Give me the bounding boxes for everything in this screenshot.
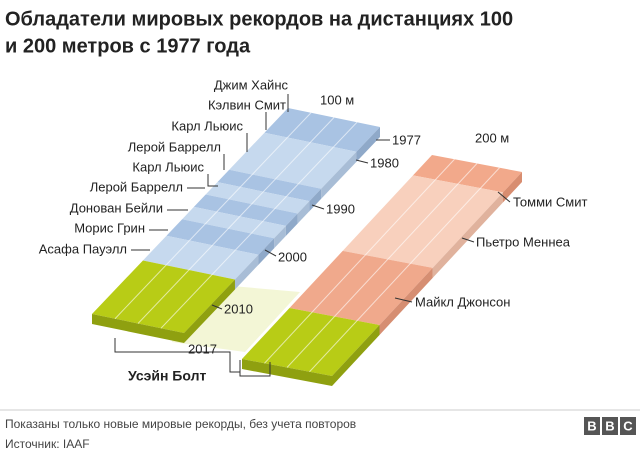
holder: Пьетро Меннеа xyxy=(476,234,571,249)
track-shape xyxy=(321,151,357,199)
track-shape xyxy=(234,254,259,290)
holder: Морис Грин xyxy=(74,220,145,235)
track-shape xyxy=(114,112,312,320)
track-shape xyxy=(332,325,380,386)
track-shape xyxy=(264,158,455,364)
holder: Джим Хайнс xyxy=(214,77,289,92)
track-shape xyxy=(160,121,358,329)
holder: Томми Смит xyxy=(513,194,587,209)
track-shape xyxy=(285,213,298,236)
holder: Карл Льюис xyxy=(171,118,243,133)
year: 2010 xyxy=(224,301,253,316)
track-label: 100 м xyxy=(320,92,354,107)
holder: Асафа Пауэлл xyxy=(39,241,127,256)
title: Обладатели мировых рекордов на дистанция… xyxy=(5,8,513,30)
track-shape xyxy=(242,359,332,386)
track-shape xyxy=(258,238,275,265)
track-label: 200 м xyxy=(475,130,509,145)
track-shape xyxy=(356,127,380,162)
track-shape xyxy=(297,201,310,224)
track-shape xyxy=(286,163,478,368)
title: и 200 метров с 1977 года xyxy=(5,35,251,57)
holder: Донован Бейли xyxy=(70,200,163,215)
current-holder: Усэйн Болт xyxy=(128,368,206,384)
logo-letter: B xyxy=(587,418,596,433)
holder: Майкл Джонсон xyxy=(415,294,510,309)
track-shape xyxy=(309,167,500,373)
holder: Лерой Баррелл xyxy=(128,139,221,154)
footer-note: Показаны только новые мировые рекорды, б… xyxy=(5,417,356,431)
track-shape xyxy=(503,172,522,203)
logo-letter: B xyxy=(605,418,614,433)
leaders xyxy=(114,94,511,377)
track-shape xyxy=(379,267,433,335)
logo-letter: C xyxy=(623,418,633,433)
year: 1980 xyxy=(370,155,399,170)
holder: Карл Льюис xyxy=(132,159,204,174)
track-shape xyxy=(184,279,235,343)
holder: Лерой Баррелл xyxy=(90,179,183,194)
footer-source: Источник: IAAF xyxy=(5,437,90,451)
logo: B B C xyxy=(584,417,636,435)
track-shape xyxy=(92,314,184,343)
holder: Кэлвин Смит xyxy=(208,97,286,112)
year: 1977 xyxy=(392,132,421,147)
track-shape xyxy=(432,192,503,278)
track-shape xyxy=(137,117,335,324)
year: 2000 xyxy=(278,249,307,264)
year: 1990 xyxy=(326,201,355,216)
tracks xyxy=(92,108,522,386)
track-shape xyxy=(274,225,286,249)
year: 2017 xyxy=(188,341,217,356)
